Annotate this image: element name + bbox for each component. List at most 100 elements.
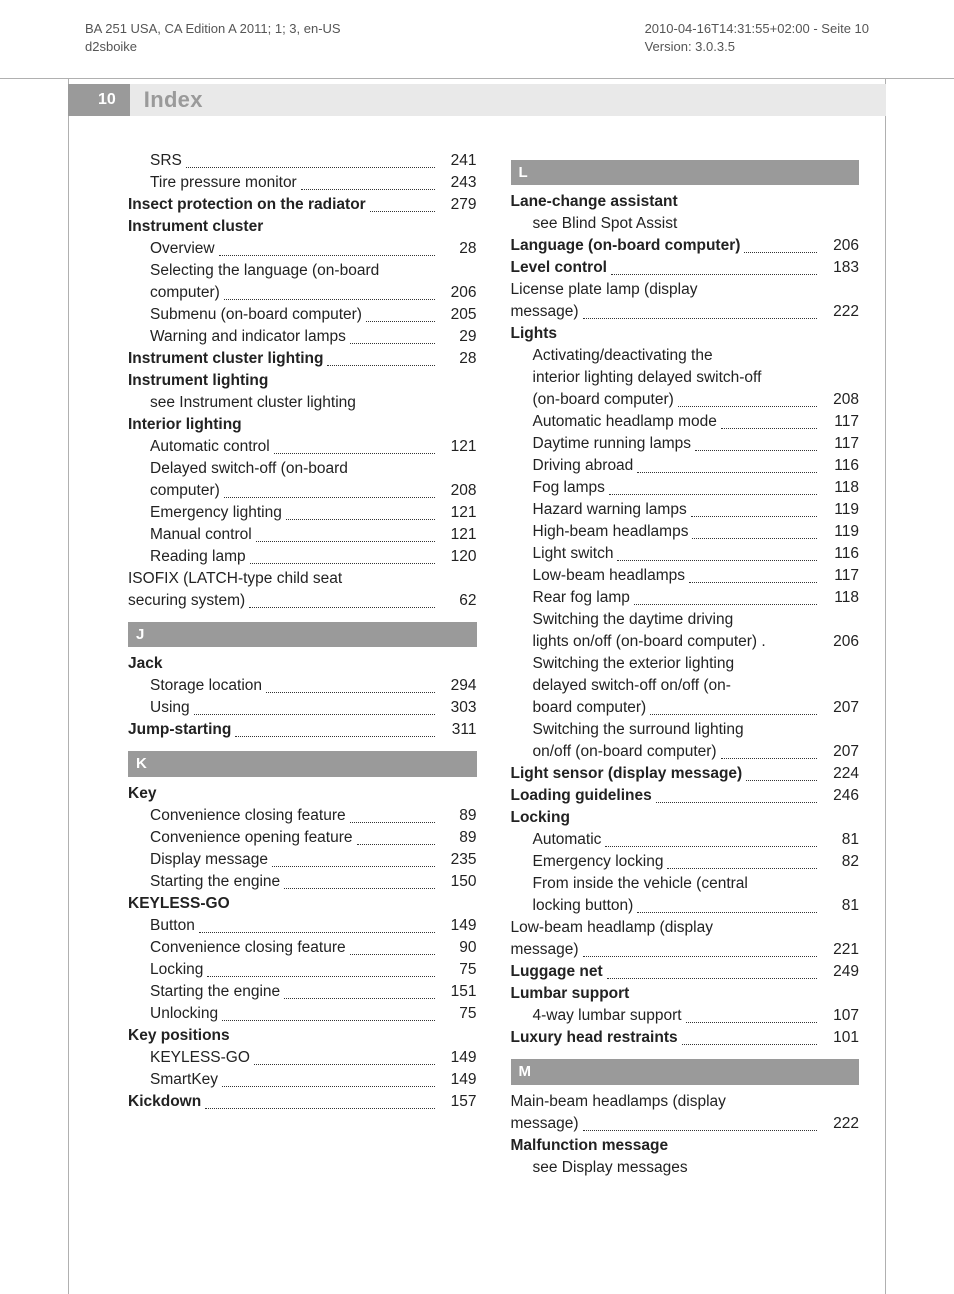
index-page-ref: 249 <box>821 961 859 983</box>
index-entry: Light switch 116 <box>511 543 860 565</box>
index-entry: Instrument cluster lighting28 <box>128 348 477 370</box>
page-title: Index <box>130 87 203 113</box>
crop-mark-top <box>0 78 954 79</box>
index-page-ref: 119 <box>821 499 859 521</box>
index-entry-label: Automatic control <box>150 436 270 458</box>
index-entry: Automatic control 121 <box>128 436 477 458</box>
index-entry: SRS241 <box>128 150 477 172</box>
index-entry-label: Fog lamps <box>533 477 605 499</box>
index-entry: Tire pressure monitor 243 <box>128 172 477 194</box>
column-left: SRS241Tire pressure monitor 243 Insect pro… <box>128 150 477 1254</box>
index-entry: Switching the exterior lightingdelayed s… <box>511 653 860 719</box>
index-page-ref: 224 <box>821 763 859 785</box>
header-right: 2010-04-16T14:31:55+02:00 - Seite 10 Ver… <box>645 20 869 55</box>
index-entry: Reading lamp120 <box>128 546 477 568</box>
index-entry-label: SmartKey <box>150 1069 218 1091</box>
index-entry: Switching the daytime drivinglights on/o… <box>511 609 860 653</box>
index-entry: Low-beam headlamps 117 <box>511 565 860 587</box>
index-entry: Language (on-board computer)206 <box>511 235 860 257</box>
index-page-ref: 119 <box>821 521 859 543</box>
index-content: SRS241Tire pressure monitor 243 Insect pro… <box>128 150 859 1254</box>
index-entry: Starting the engine150 <box>128 871 477 893</box>
index-page-ref: 81 <box>821 829 859 851</box>
index-page-ref: 206 <box>821 631 859 653</box>
index-entry-label: Automatic <box>533 829 602 851</box>
index-heading: Instrument lighting <box>128 370 477 392</box>
index-page-ref: 117 <box>821 565 859 587</box>
index-page-ref: 121 <box>439 436 477 458</box>
section-header: L <box>511 160 860 185</box>
index-heading: Lights <box>511 323 860 345</box>
index-entry: Driving abroad116 <box>511 455 860 477</box>
index-entry-label: Button <box>150 915 195 937</box>
index-entry: Warning and indicator lamps29 <box>128 326 477 348</box>
index-page-ref: 75 <box>439 1003 477 1025</box>
page-number-badge: 10 <box>68 84 130 116</box>
index-entry-label: Kickdown <box>128 1091 201 1113</box>
index-entry-label: High-beam headlamps <box>533 521 689 543</box>
index-page-ref: 116 <box>821 543 859 565</box>
index-entry: From inside the vehicle (centrallocking … <box>511 873 860 917</box>
index-entry: Luggage net249 <box>511 961 860 983</box>
index-page-ref: 118 <box>821 587 859 609</box>
header-left-1: BA 251 USA, CA Edition A 2011; 1; 3, en-… <box>85 20 341 38</box>
index-entry-label: Warning and indicator lamps <box>150 326 346 348</box>
header-left-2: d2sboike <box>85 38 341 56</box>
index-entry: Fog lamps118 <box>511 477 860 499</box>
index-page-ref: 207 <box>821 697 859 719</box>
index-page-ref: 149 <box>439 915 477 937</box>
header-left: BA 251 USA, CA Edition A 2011; 1; 3, en-… <box>85 20 341 55</box>
index-entry: Low-beam headlamp (displaymessage)221 <box>511 917 860 961</box>
index-page-ref: 151 <box>439 981 477 1003</box>
index-entry: ISOFIX (LATCH-type child seatsecuring sy… <box>128 568 477 612</box>
index-page-ref: 221 <box>821 939 859 961</box>
index-entry-label: Unlocking <box>150 1003 218 1025</box>
index-entry: 4-way lumbar support107 <box>511 1005 860 1027</box>
index-see-ref: see Display messages <box>511 1157 860 1179</box>
index-entry: Main-beam headlamps (displaymessage)222 <box>511 1091 860 1135</box>
index-entry: KEYLESS-GO149 <box>128 1047 477 1069</box>
index-entry: Hazard warning lamps119 <box>511 499 860 521</box>
title-bar: 10 Index <box>68 84 886 116</box>
index-entry-label: Light switch <box>533 543 614 565</box>
section-header: K <box>128 751 477 776</box>
index-entry: Convenience closing feature89 <box>128 805 477 827</box>
index-entry-label: Locking <box>150 959 203 981</box>
index-entry: License plate lamp (displaymessage)222 <box>511 279 860 323</box>
index-page-ref: 149 <box>439 1047 477 1069</box>
index-page-ref: 101 <box>821 1027 859 1049</box>
index-entry-label: Overview <box>150 238 215 260</box>
index-entry-label: Manual control <box>150 524 252 546</box>
index-entry-label: Loading guidelines <box>511 785 652 807</box>
index-entry-label: Daytime running lamps <box>533 433 692 455</box>
index-entry-label: Low-beam headlamps <box>533 565 686 587</box>
index-page-ref: 81 <box>821 895 859 917</box>
column-right: LLane-change assistantsee Blind Spot Ass… <box>511 150 860 1254</box>
index-entry-label: Rear fog lamp <box>533 587 630 609</box>
index-entry-label: Tire pressure monitor <box>150 172 297 194</box>
index-entry: Submenu (on-board computer)205 <box>128 304 477 326</box>
index-entry: Daytime running lamps117 <box>511 433 860 455</box>
index-heading: Locking <box>511 807 860 829</box>
index-entry: Loading guidelines246 <box>511 785 860 807</box>
index-see-ref: see Blind Spot Assist <box>511 213 860 235</box>
index-page-ref: 243 <box>439 172 477 194</box>
index-entry-label: Instrument cluster lighting <box>128 348 323 370</box>
index-page-ref: 121 <box>439 524 477 546</box>
index-entry-label: 4-way lumbar support <box>533 1005 682 1027</box>
index-entry: Selecting the language (on-boardcomputer… <box>128 260 477 304</box>
index-page-ref: 82 <box>821 851 859 873</box>
index-heading: Key <box>128 783 477 805</box>
index-entry: Convenience closing feature90 <box>128 937 477 959</box>
index-entry-label: Insect protection on the radiator <box>128 194 366 216</box>
index-heading: Lumbar support <box>511 983 860 1005</box>
index-entry-label: Convenience closing feature <box>150 937 346 959</box>
index-page-ref: 121 <box>439 502 477 524</box>
index-entry: Manual control 121 <box>128 524 477 546</box>
index-entry: Automatic 81 <box>511 829 860 851</box>
index-entry-label: Starting the engine <box>150 981 280 1003</box>
index-page-ref: 208 <box>821 389 859 411</box>
index-page-ref: 235 <box>439 849 477 871</box>
index-entry-label: Jump-starting <box>128 719 231 741</box>
index-entry-label: Reading lamp <box>150 546 246 568</box>
